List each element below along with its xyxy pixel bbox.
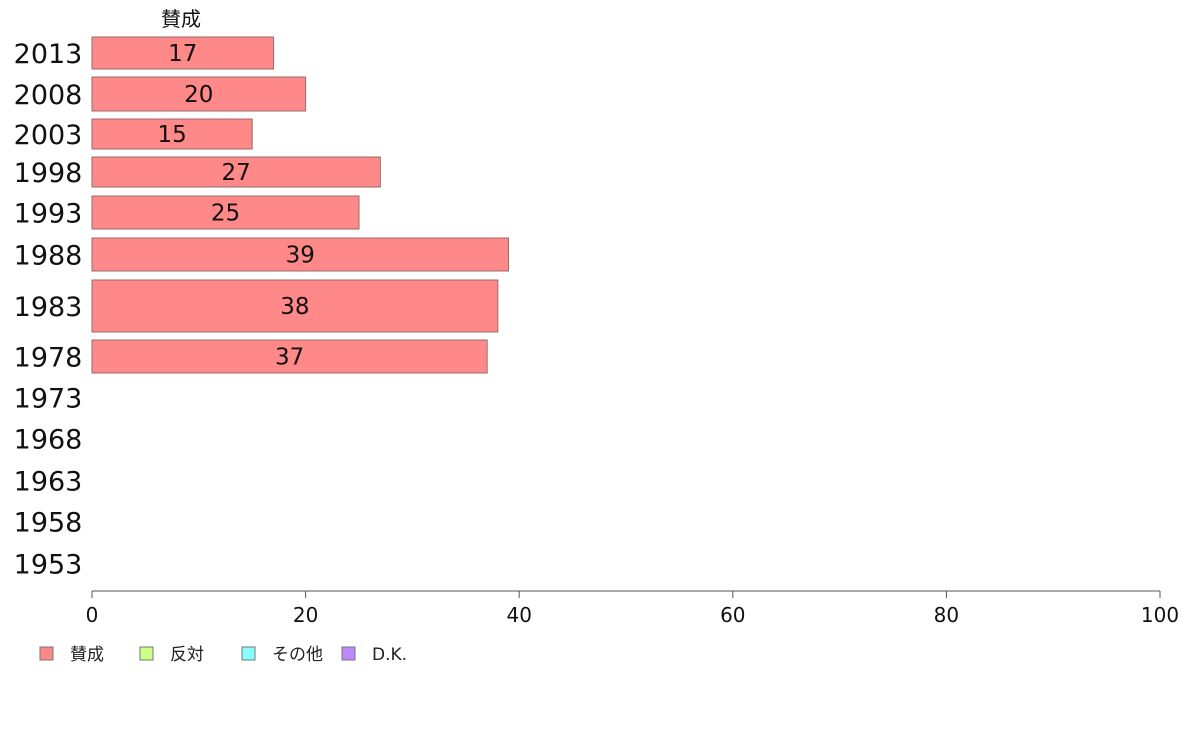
legend-swatch-2	[241, 646, 256, 661]
x-tick-label-100: 100	[1141, 603, 1179, 627]
data-label-1983: 38	[280, 294, 309, 320]
bar-1998-series-0	[91, 156, 381, 188]
data-label-1988: 39	[286, 243, 315, 269]
data-label-2003: 15	[157, 122, 186, 148]
y-tick-label-1993: 1993	[14, 199, 83, 230]
y-tick-label-1973: 1973	[14, 384, 83, 415]
legend-swatch-3	[341, 646, 356, 661]
bar-1978-series-0	[91, 339, 488, 374]
x-tick-label-0: 0	[86, 603, 99, 627]
y-axis-labels: 2013 2008 2003 1998 1993 1988 1983 1978 1973 1968…	[14, 39, 83, 581]
y-tick-label-1953: 1953	[14, 550, 83, 581]
bar-2013-series-0	[91, 36, 275, 70]
x-tick-label-40: 40	[506, 603, 531, 627]
legend-label-2: その他	[272, 645, 323, 665]
y-tick-label-2013: 2013	[14, 39, 83, 70]
bars-group: 17 20 15 27 25 39 38 37	[91, 36, 510, 374]
legend-swatch-1	[139, 646, 154, 661]
data-label-2013: 17	[168, 41, 197, 67]
data-label-2008: 20	[184, 82, 213, 108]
y-tick-label-1968: 1968	[14, 425, 83, 456]
y-tick-label-1983: 1983	[14, 292, 83, 323]
series-header-label: 賛成	[161, 7, 201, 31]
x-tick-label-20: 20	[293, 603, 318, 627]
bar-1983-series-0	[91, 279, 499, 333]
y-tick-label-2008: 2008	[14, 80, 83, 111]
y-tick-label-1998: 1998	[14, 158, 83, 189]
bar-1993-series-0	[91, 195, 360, 230]
y-tick-label-2003: 2003	[14, 120, 83, 151]
legend-label-3: D.K.	[372, 645, 407, 665]
data-label-1998: 27	[222, 160, 251, 186]
y-tick-label-1988: 1988	[14, 241, 83, 272]
bar-1988-series-0	[91, 237, 510, 272]
y-tick-label-1958: 1958	[14, 508, 83, 539]
legend-label-1: 反対	[170, 645, 204, 665]
y-tick-label-1978: 1978	[14, 343, 83, 374]
y-tick-label-1963: 1963	[14, 467, 83, 498]
bar-2003-series-0	[91, 118, 253, 150]
x-tick-label-60: 60	[720, 603, 745, 627]
data-label-1993: 25	[211, 201, 240, 227]
bar-2008-series-0	[91, 76, 307, 112]
legend-swatch-0	[39, 646, 54, 661]
x-axis: 0 20 40 60 80 100	[86, 590, 1179, 627]
x-tick-label-80: 80	[934, 603, 959, 627]
data-label-1978: 37	[275, 345, 304, 371]
legend-label-0: 賛成	[70, 645, 104, 665]
legend: 賛成 反対 その他 D.K.	[39, 645, 407, 665]
